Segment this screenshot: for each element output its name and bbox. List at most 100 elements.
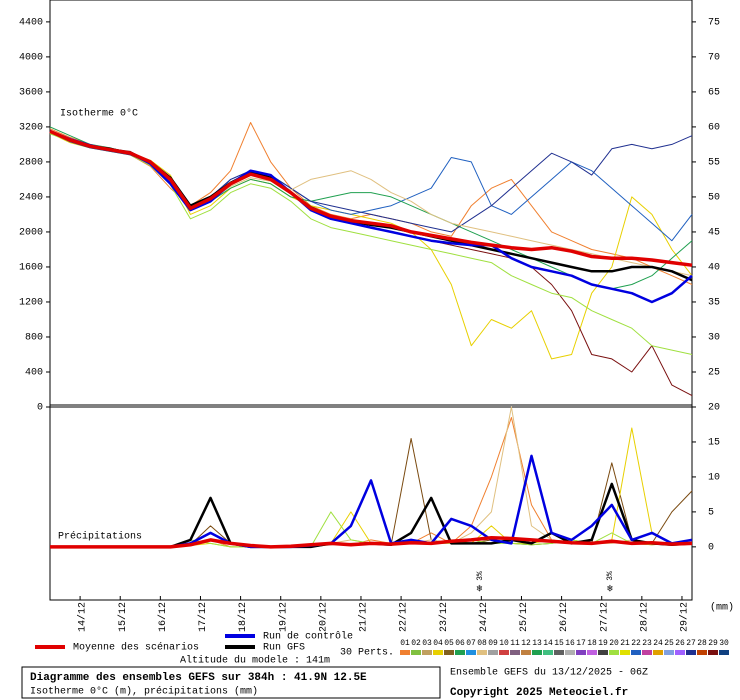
footer-copyright: Copyright 2025 Meteociel.fr	[450, 687, 628, 699]
snow-probability: 3%	[606, 571, 615, 581]
perturbation-swatch	[554, 650, 564, 655]
y-tick-label: 400	[25, 368, 43, 379]
perturbation-swatch	[631, 650, 641, 655]
perturbation-label: 28	[697, 639, 707, 648]
y2-tick-label: 25	[708, 368, 720, 379]
x-tick-label: 28/12	[638, 602, 650, 632]
y-tick-label: 0	[37, 403, 43, 414]
y2-tick-label: 20	[708, 403, 720, 414]
perturbation-swatch	[686, 650, 696, 655]
model-altitude: Altitude du modele : 141m	[180, 655, 330, 667]
y-tick-label: 4000	[19, 53, 43, 64]
footer-subtitle: Isotherme 0°C (m), précipitations (mm)	[30, 686, 258, 698]
y-tick-label: 1200	[19, 298, 43, 309]
x-tick-label: 27/12	[598, 602, 610, 632]
perturbation-swatch	[565, 650, 575, 655]
legend-label: Run GFS	[263, 643, 305, 654]
perturbations-label: 30 Perts.	[340, 648, 394, 659]
x-tick-label: 24/12	[478, 602, 490, 632]
y-tick-label: 2400	[19, 193, 43, 204]
y2-tick-label: 10	[708, 473, 720, 484]
perturbation-label: 22	[631, 639, 641, 648]
perturbation-swatch	[653, 650, 663, 655]
y2-tick-label: 40	[708, 263, 720, 274]
perturbation-swatch	[499, 650, 509, 655]
perturbation-label: 06	[455, 639, 465, 648]
y2-tick-label: 0	[708, 542, 714, 553]
unit-label: (mm)	[710, 602, 734, 614]
x-tick-label: 29/12	[679, 602, 691, 632]
x-tick-label: 16/12	[157, 602, 169, 632]
perturbation-swatch	[466, 650, 476, 655]
y2-tick-label: 70	[708, 53, 720, 64]
perturbation-swatch	[620, 650, 630, 655]
y-tick-label: 3200	[19, 123, 43, 134]
y-tick-label: 2000	[19, 228, 43, 239]
perturbation-swatch	[587, 650, 597, 655]
perturbation-label: 03	[422, 639, 432, 648]
perturbation-label: 26	[675, 639, 685, 648]
x-tick-label: 17/12	[197, 602, 209, 632]
x-tick-label: 19/12	[277, 602, 289, 632]
perturbation-label: 27	[686, 639, 696, 648]
y2-tick-label: 45	[708, 228, 720, 239]
footer-box	[21, 666, 441, 699]
y2-tick-label: 50	[708, 193, 720, 204]
perturbation-label: 24	[653, 639, 663, 648]
perturbation-swatch	[400, 650, 410, 655]
y-tick-label: 800	[25, 333, 43, 344]
legend-label: Run de contrôle	[263, 631, 353, 643]
x-tick-label: 15/12	[117, 602, 129, 632]
perturbation-label: 02	[411, 639, 421, 648]
perturbation-swatch	[532, 650, 542, 655]
perturbation-swatch	[719, 650, 729, 655]
perturbation-swatch	[576, 650, 586, 655]
perturbation-label: 09	[488, 639, 498, 648]
y2-tick-label: 35	[708, 298, 720, 309]
snow-probability: 3%	[476, 571, 485, 581]
perturbation-swatch	[697, 650, 707, 655]
legend-label: Moyenne des scénarios	[73, 642, 199, 654]
perturbation-label: 18	[587, 639, 597, 648]
perturbation-label: 07	[466, 639, 476, 648]
y2-tick-label: 75	[708, 18, 720, 29]
perturbation-label: 16	[565, 639, 575, 648]
perturbation-label: 17	[576, 639, 586, 648]
perturbation-label: 13	[532, 639, 542, 648]
perturbation-swatch	[433, 650, 443, 655]
perturbation-label: 05	[444, 639, 454, 648]
plot-frame	[49, 0, 693, 601]
y-tick-label: 4400	[19, 18, 43, 29]
x-tick-label: 22/12	[398, 602, 410, 632]
perturbation-swatch	[609, 650, 619, 655]
perturbation-swatch	[477, 650, 487, 655]
perturbation-label: 30	[719, 639, 729, 648]
y2-tick-label: 65	[708, 88, 720, 99]
perturbation-swatch	[675, 650, 685, 655]
perturbation-label: 11	[510, 639, 520, 648]
perturbation-label: 15	[554, 639, 564, 648]
perturbation-swatch	[642, 650, 652, 655]
perturbation-label: 08	[477, 639, 487, 648]
y-tick-label: 2800	[19, 158, 43, 169]
perturbation-swatch	[708, 650, 718, 655]
snow-icon: ❄	[607, 585, 614, 596]
perturbation-swatch	[455, 650, 465, 655]
perturbation-swatch	[488, 650, 498, 655]
perturbation-label: 12	[521, 639, 531, 648]
footer-title: Diagramme des ensembles GEFS sur 384h : …	[30, 672, 367, 684]
perturbation-swatch	[664, 650, 674, 655]
perturbation-label: 10	[499, 639, 509, 648]
x-tick-label: 26/12	[558, 602, 570, 632]
x-tick-label: 18/12	[237, 602, 249, 632]
perturbation-label: 29	[708, 639, 718, 648]
perturbation-label: 21	[620, 639, 630, 648]
snow-icon: ❄	[477, 585, 484, 596]
perturbation-swatch	[422, 650, 432, 655]
y2-tick-label: 60	[708, 123, 720, 134]
perturbation-label: 19	[598, 639, 608, 648]
series-line	[49, 129, 693, 267]
x-tick-label: 14/12	[77, 602, 89, 632]
perturbation-label: 01	[400, 639, 410, 648]
